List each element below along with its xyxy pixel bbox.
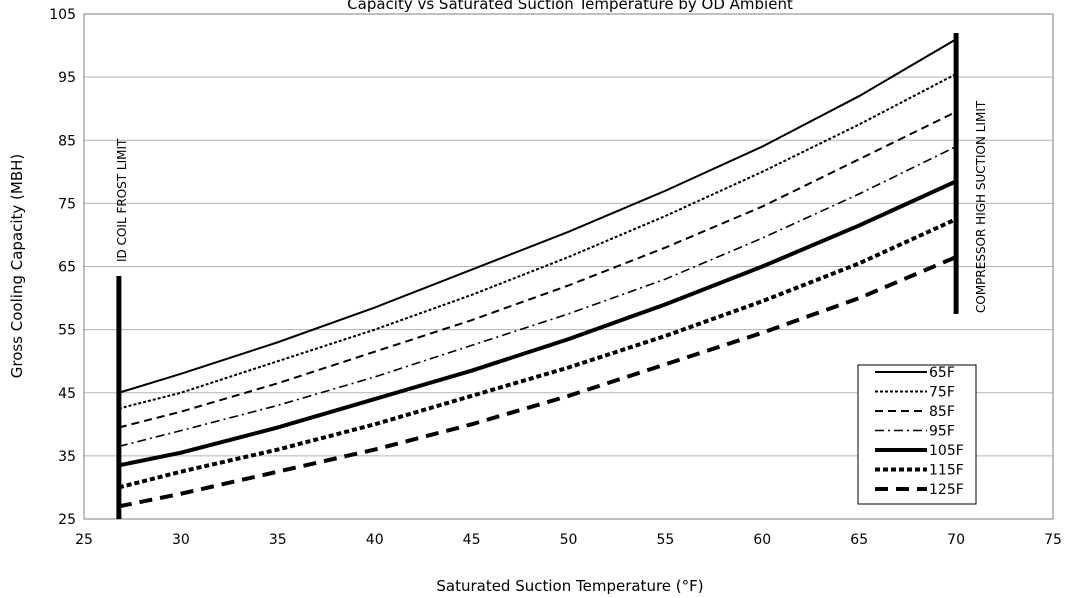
legend-box <box>857 364 977 505</box>
x-tick-label: 75 <box>1044 532 1062 548</box>
series-line-125f <box>118 255 957 509</box>
x-axis-label: Saturated Suction Temperature (°F) <box>436 577 703 595</box>
x-tick-label: 55 <box>656 532 674 548</box>
series-line-115f <box>118 217 957 490</box>
legend-label-115f: 115F <box>929 463 964 479</box>
x-tick-label: 25 <box>75 532 93 548</box>
chart-title: Capacity vs Saturated Suction Temperatur… <box>347 0 793 13</box>
legend-label-125f: 125F <box>929 482 964 498</box>
y-tick-label: 25 <box>58 512 76 528</box>
x-tick-label: 45 <box>463 532 481 548</box>
x-tick-label: 60 <box>753 532 771 548</box>
x-tick-label: 50 <box>560 532 578 548</box>
series-line-105f <box>118 179 957 468</box>
y-tick-label: 75 <box>58 196 76 212</box>
legend-label-95f: 95F <box>929 424 955 440</box>
y-tick-label: 105 <box>49 7 76 23</box>
plot-frame <box>83 13 1054 520</box>
legend-label-85f: 85F <box>929 404 955 420</box>
x-tick-label: 65 <box>850 532 868 548</box>
series-line-65f <box>118 38 957 394</box>
y-tick-label: 45 <box>58 386 76 402</box>
x-tick-label: 35 <box>269 532 287 548</box>
y-tick-label: 85 <box>58 133 76 149</box>
series-line-95f <box>118 145 957 448</box>
x-tick-label: 70 <box>947 532 965 548</box>
tick-layer: 25 35 45 55 65 75 85 95 105 25 30 35 40 45 50 55 60 65 70 7… <box>49 7 1062 548</box>
series-line-85f <box>118 110 957 429</box>
y-tick-label: 65 <box>58 260 76 276</box>
limit-label-id-coil-frost-limit: ID COIL FROST LIMIT <box>115 138 129 262</box>
legend: 65F 75F 85F 95F 105F 115F 125F <box>857 364 977 505</box>
series-line-75f <box>118 73 957 410</box>
y-axis-label: Gross Cooling Capacity (MBH) <box>8 154 26 379</box>
legend-label-75f: 75F <box>929 385 955 401</box>
limit-label-compressor-high-suction-limit: COMPRESSOR HIGH SUCTION LIMIT <box>974 100 988 313</box>
y-tick-label: 35 <box>58 449 76 465</box>
x-tick-label: 30 <box>172 532 190 548</box>
legend-label-105f: 105F <box>929 443 964 459</box>
y-tick-label: 95 <box>58 70 76 86</box>
limit-layer: ID COIL FROST LIMIT COMPRESSOR HIGH SUCTI… <box>115 32 988 519</box>
y-tick-label: 55 <box>58 323 76 339</box>
legend-label-65f: 65F <box>929 365 955 381</box>
x-tick-label: 40 <box>366 532 384 548</box>
series-layer <box>118 38 957 509</box>
